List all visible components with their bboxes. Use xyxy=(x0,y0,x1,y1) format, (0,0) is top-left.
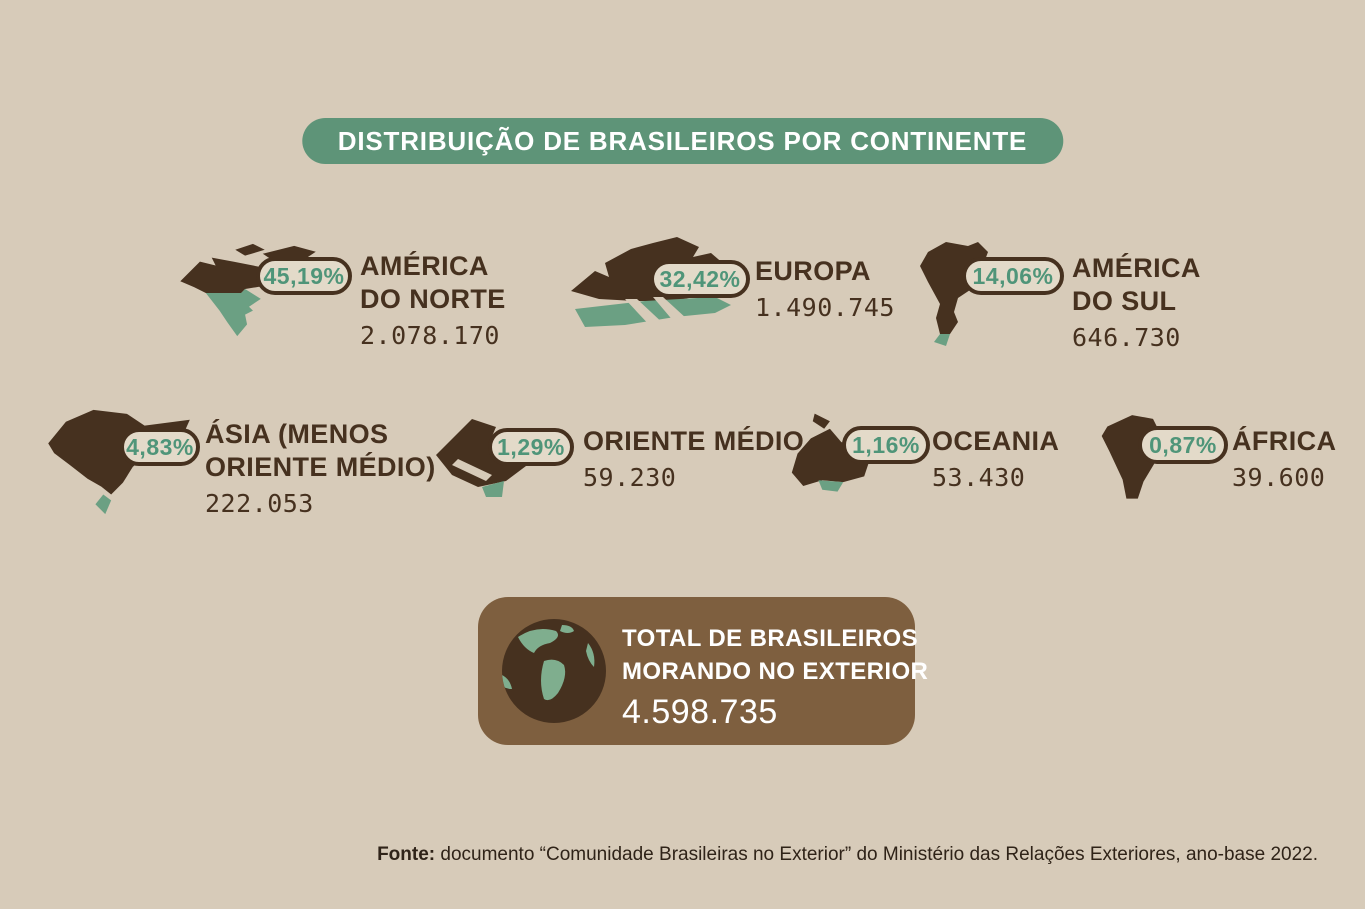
percent-pill: 0,87% xyxy=(1138,426,1228,464)
percent-pill: 1,16% xyxy=(842,426,930,464)
continent-value: 39.600 xyxy=(1232,462,1326,492)
continent-value: 222.053 xyxy=(205,488,314,518)
oceania-map-icon xyxy=(791,413,870,492)
percent-pill: 4,83% xyxy=(120,428,200,466)
total-value: 4.598.735 xyxy=(622,693,778,732)
percent-value: 4,83% xyxy=(126,433,194,460)
africa-map-icon xyxy=(1101,415,1161,499)
middle-east-map-icon xyxy=(436,419,530,497)
total-box: TOTAL DE BRASILEIROS MORANDO NO EXTERIOR… xyxy=(478,597,928,745)
total-label-line: TOTAL DE BRASILEIROS xyxy=(622,625,919,652)
percent-value: 32,42% xyxy=(659,265,741,292)
percent-value: 1,29% xyxy=(497,433,565,460)
name-line: DO NORTE xyxy=(360,283,506,314)
percent-pill: 1,29% xyxy=(488,428,574,466)
continent-name: EUROPA xyxy=(755,255,895,288)
continent-name: ORIENTE MÉDIO xyxy=(583,425,804,458)
continent-name: ÁFRICA xyxy=(1232,425,1336,458)
percent-value: 0,87% xyxy=(1149,431,1217,458)
continent-name: AMÉRICA DO SUL xyxy=(1072,252,1201,318)
name-line: DO SUL xyxy=(1072,285,1177,316)
percent-value: 14,06% xyxy=(972,262,1054,289)
percent-pill: 32,42% xyxy=(650,260,750,298)
name-line: ORIENTE MÉDIO xyxy=(583,426,805,456)
source-label: Fonte: xyxy=(377,844,436,865)
name-line: OCEANIA xyxy=(932,426,1060,456)
total-label: TOTAL DE BRASILEIROS MORANDO NO EXTERIOR xyxy=(622,622,928,688)
name-line: ÁFRICA xyxy=(1232,426,1337,456)
percent-pill: 14,06% xyxy=(962,257,1064,295)
continent-name: AMÉRICA DO NORTE xyxy=(360,250,506,316)
source-text: documento “Comunidade Brasileiras no Ext… xyxy=(435,844,1318,865)
continent-value: 59.230 xyxy=(583,462,677,492)
total-label-line: MORANDO NO EXTERIOR xyxy=(622,658,929,686)
percent-value: 1,16% xyxy=(852,431,920,458)
continent-value: 53.430 xyxy=(932,462,1026,492)
continent-value: 1.490.745 xyxy=(755,292,895,322)
page-title: DISTRIBUIÇÃO DE BRASILEIROS POR CONTINEN… xyxy=(301,118,1064,164)
name-line: ORIENTE MÉDIO) xyxy=(205,451,436,482)
globe-icon xyxy=(502,619,606,723)
continent-value: 2.078.170 xyxy=(360,320,500,350)
percent-pill: 45,19% xyxy=(256,257,352,295)
name-line: ÁSIA (MENOS xyxy=(205,419,389,449)
name-line: EUROPA xyxy=(755,256,871,286)
continent-name: OCEANIA xyxy=(932,425,1059,458)
source-note: Fonte: documento “Comunidade Brasileiras… xyxy=(377,844,1318,866)
continent-name: ÁSIA (MENOS ORIENTE MÉDIO) xyxy=(205,418,436,484)
name-line: AMÉRICA xyxy=(1072,253,1201,283)
continent-value: 646.730 xyxy=(1072,322,1181,352)
percent-value: 45,19% xyxy=(263,262,345,289)
name-line: AMÉRICA xyxy=(360,251,489,281)
